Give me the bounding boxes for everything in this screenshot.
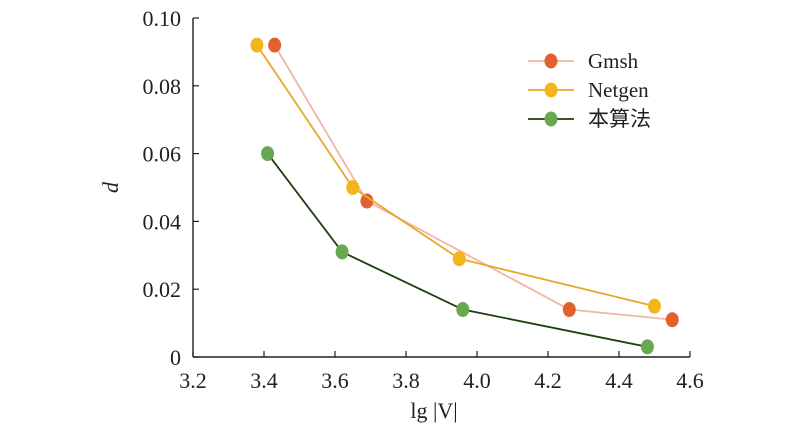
series-line bbox=[266, 153, 648, 348]
series-1 bbox=[268, 37, 679, 328]
series-layer bbox=[250, 37, 679, 355]
data-point bbox=[346, 180, 360, 195]
x-tick-label: 4.0 bbox=[463, 368, 491, 393]
data-point bbox=[648, 298, 661, 314]
legend-entry: Gmsh bbox=[528, 49, 639, 73]
data-point bbox=[360, 193, 374, 209]
x-tick-label: 3.8 bbox=[392, 368, 420, 393]
axes: 3.2 3.4 3.6 3.8 4.0 4.2 4.4 4.6 0 0.02 0.04 0.06 0.0… bbox=[143, 6, 704, 393]
series-line bbox=[273, 44, 673, 321]
x-tick-label: 4.6 bbox=[676, 368, 704, 393]
legend-label: Netgen bbox=[588, 78, 649, 102]
x-tick-label: 3.2 bbox=[179, 368, 207, 393]
x-tick-label: 3.4 bbox=[250, 368, 278, 393]
legend-label: 本算法 bbox=[588, 107, 651, 131]
data-point bbox=[640, 339, 654, 355]
legend-marker bbox=[544, 82, 558, 98]
x-tick-label: 4.2 bbox=[534, 368, 562, 393]
data-point bbox=[335, 244, 349, 260]
y-tick-label: 0.08 bbox=[143, 74, 182, 99]
data-point bbox=[452, 251, 466, 267]
y-axis-label: d bbox=[98, 181, 123, 193]
x-tick-label: 3.6 bbox=[321, 368, 349, 393]
y-tick-label: 0 bbox=[170, 345, 181, 370]
y-tick-label: 0.10 bbox=[143, 6, 182, 31]
data-point bbox=[268, 37, 282, 53]
x-axis-label: lg |V| bbox=[410, 398, 457, 423]
series-2 bbox=[250, 37, 661, 314]
y-tick-label: 0.02 bbox=[143, 277, 182, 302]
series-3 bbox=[261, 146, 654, 355]
x-tick-label: 4.4 bbox=[605, 368, 633, 393]
legend-marker bbox=[544, 111, 558, 127]
legend-label: Gmsh bbox=[588, 49, 639, 73]
data-point bbox=[250, 37, 264, 53]
series-line bbox=[256, 44, 655, 308]
y-tick-label: 0.06 bbox=[143, 142, 182, 167]
y-tick-label: 0.04 bbox=[143, 209, 182, 234]
data-point bbox=[261, 146, 275, 162]
legend-entry: 本算法 bbox=[528, 107, 651, 131]
legend-entry: Netgen bbox=[528, 78, 649, 102]
data-point bbox=[562, 302, 576, 318]
legend-marker bbox=[544, 53, 558, 69]
legend: Gmsh Netgen 本算法 bbox=[528, 49, 651, 131]
data-point bbox=[665, 312, 679, 328]
data-point bbox=[456, 302, 470, 318]
